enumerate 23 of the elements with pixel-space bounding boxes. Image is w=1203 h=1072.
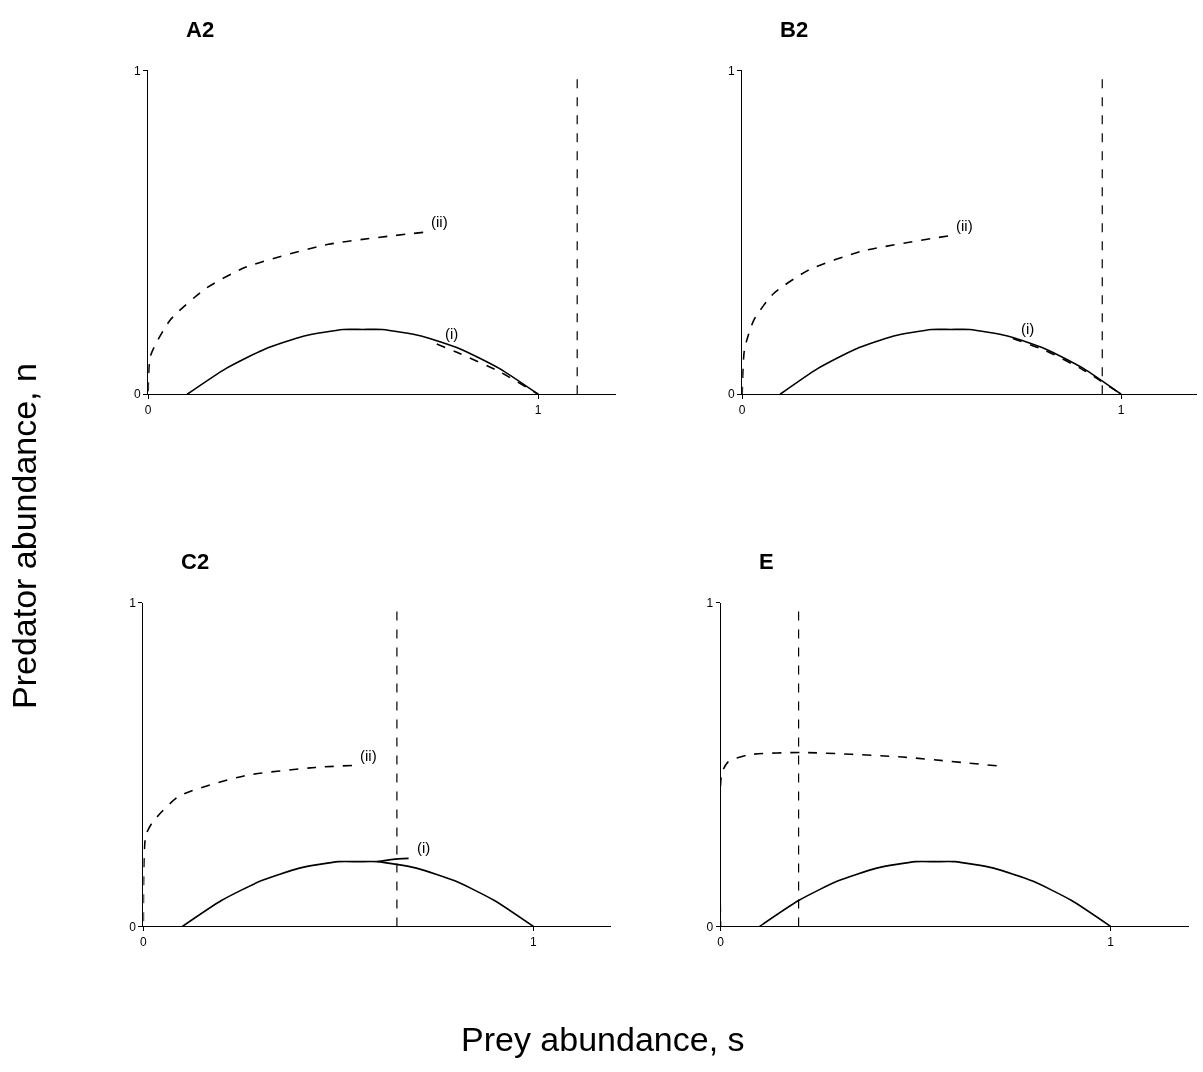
x-tick-label: 1 — [1107, 934, 1115, 949]
annotation: (i) — [445, 325, 459, 342]
chart-title: B2 — [780, 17, 809, 42]
x-tick-label: 0 — [144, 402, 152, 417]
y-tick-label: 0 — [129, 919, 137, 934]
annotation: (ii) — [956, 217, 973, 234]
y-axis-title: Predator abundance, n — [5, 363, 43, 709]
chart-title: E — [759, 549, 774, 574]
x-tick-label: 1 — [1117, 402, 1125, 417]
x-tick-label: 0 — [717, 934, 725, 949]
x-tick-label: 1 — [530, 934, 538, 949]
y-tick-label: 0 — [134, 387, 142, 402]
x-tick-label: 0 — [738, 402, 746, 417]
annotation: (ii) — [431, 213, 448, 230]
y-tick-label: 1 — [134, 63, 142, 78]
annotation: (i) — [1021, 320, 1035, 337]
chart-title: A2 — [186, 17, 215, 42]
annotation: (ii) — [360, 747, 377, 764]
chart-title: C2 — [181, 549, 210, 574]
x-axis-title: Prey abundance, s — [461, 1020, 745, 1058]
x-tick-label: 1 — [534, 402, 542, 417]
annotation: (i) — [417, 839, 431, 856]
y-tick-label: 1 — [129, 595, 137, 610]
